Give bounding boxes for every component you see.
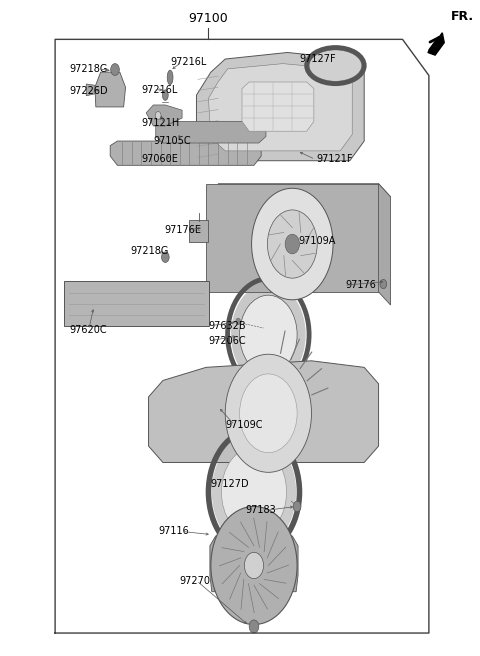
Polygon shape — [146, 105, 182, 126]
Text: 97109C: 97109C — [225, 420, 263, 430]
Text: FR.: FR. — [450, 10, 474, 23]
Circle shape — [249, 620, 259, 633]
Text: 97176E: 97176E — [164, 224, 201, 235]
Circle shape — [212, 434, 296, 550]
Polygon shape — [110, 141, 261, 165]
FancyBboxPatch shape — [189, 220, 208, 242]
Text: 97121H: 97121H — [142, 118, 180, 129]
Circle shape — [161, 252, 169, 262]
Ellipse shape — [162, 90, 168, 100]
Text: 97116: 97116 — [158, 526, 189, 537]
Polygon shape — [206, 184, 379, 292]
Text: 97218G: 97218G — [70, 64, 108, 74]
Circle shape — [285, 234, 300, 254]
Circle shape — [155, 112, 161, 119]
Polygon shape — [95, 72, 126, 107]
Polygon shape — [196, 52, 364, 161]
Text: 97218G: 97218G — [131, 245, 168, 256]
Ellipse shape — [167, 70, 173, 85]
Circle shape — [240, 374, 297, 453]
Text: 97620C: 97620C — [70, 325, 107, 335]
Text: 97226D: 97226D — [70, 85, 108, 96]
Text: 97270: 97270 — [180, 575, 211, 586]
Polygon shape — [208, 64, 352, 151]
Circle shape — [267, 210, 317, 278]
Circle shape — [111, 64, 120, 75]
Text: 97100: 97100 — [189, 12, 228, 25]
Polygon shape — [210, 536, 298, 592]
Text: 97183: 97183 — [245, 505, 276, 516]
Circle shape — [225, 354, 312, 472]
Polygon shape — [242, 82, 314, 131]
Circle shape — [211, 506, 297, 625]
Text: 97109A: 97109A — [298, 236, 336, 247]
Circle shape — [252, 188, 333, 300]
Circle shape — [221, 447, 287, 537]
Text: 97127F: 97127F — [300, 54, 336, 64]
Polygon shape — [86, 84, 95, 96]
Circle shape — [380, 279, 387, 289]
Polygon shape — [148, 361, 379, 462]
Polygon shape — [428, 33, 444, 55]
Text: 97632B: 97632B — [208, 321, 246, 331]
Polygon shape — [218, 184, 391, 197]
Text: 97216L: 97216L — [170, 56, 206, 67]
Text: 97121F: 97121F — [316, 154, 353, 165]
Text: 97060E: 97060E — [142, 154, 178, 165]
Text: 97206C: 97206C — [208, 336, 246, 346]
Text: 97127D: 97127D — [211, 479, 250, 489]
Polygon shape — [379, 184, 391, 305]
Circle shape — [240, 295, 297, 374]
Ellipse shape — [309, 50, 362, 81]
Text: 97105C: 97105C — [153, 136, 191, 146]
Circle shape — [236, 318, 240, 325]
FancyBboxPatch shape — [64, 281, 209, 326]
Circle shape — [231, 283, 306, 386]
Text: 97176: 97176 — [345, 280, 376, 291]
Polygon shape — [156, 121, 266, 143]
Circle shape — [293, 501, 301, 512]
Circle shape — [244, 552, 264, 579]
Text: 97216L: 97216L — [142, 85, 178, 95]
